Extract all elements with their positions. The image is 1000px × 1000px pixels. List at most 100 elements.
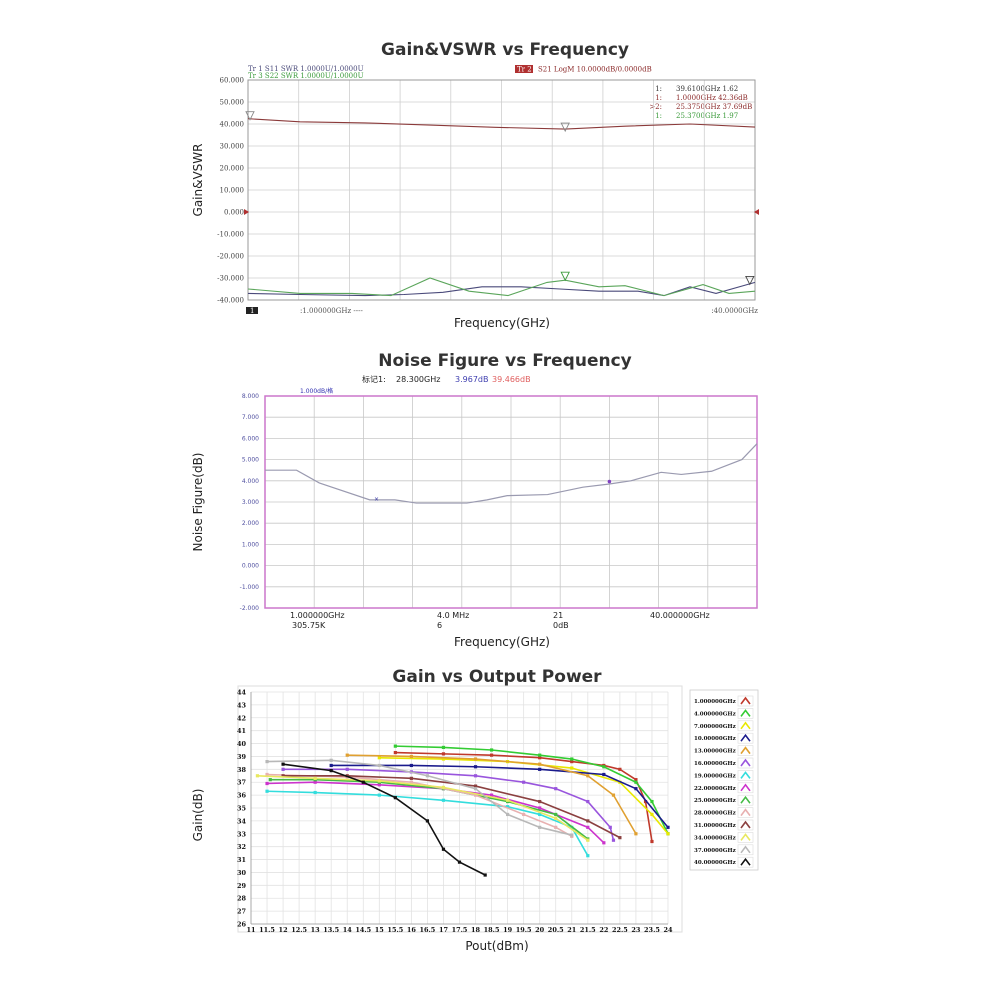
chart1-y-tick-label: 60.000: [220, 77, 245, 85]
chart3-x-tick-label: 18: [471, 926, 481, 934]
chart2-y-tick-label: -2.000: [240, 605, 260, 612]
chart3-data-point: [377, 779, 381, 783]
chart3-data-point: [506, 798, 510, 802]
chart3-x-tick-label: 13: [311, 926, 321, 934]
chart3-x-tick-label: 21.5: [580, 926, 596, 934]
chart1-y-tick-label: -10.000: [217, 231, 244, 239]
chart3-x-tick-label: 11.5: [259, 926, 275, 934]
chart2-y-tick-label: 0.000: [242, 563, 259, 570]
chart3-data-point: [538, 762, 542, 766]
chart3-data-point: [666, 832, 670, 836]
chart3-data-point: [608, 825, 612, 829]
chart3-legend-swatch-box: [737, 732, 754, 744]
chart1-marker-index: >2:: [649, 103, 662, 111]
chart1-marker-index: 1:: [655, 85, 662, 93]
chart2-marker-1-icon: [607, 479, 612, 484]
chart3-legend-swatch-icon: [740, 721, 751, 730]
chart3-data-point: [554, 825, 558, 829]
chart3-legend-label: 28.00000GHz: [694, 811, 736, 817]
chart3-x-tick-label: 24: [663, 926, 673, 934]
chart3-data-point: [586, 799, 590, 804]
chart3-x-tick-label: 12: [279, 926, 288, 934]
chart3-legend-swatch-box: [737, 782, 754, 794]
chart3-data-point: [473, 774, 478, 778]
chart3-data-point: [409, 763, 413, 768]
chart2-series-noise-figure: [265, 443, 758, 504]
chart3-data-point: [570, 757, 574, 761]
chart3-x-tick-label: 21: [567, 926, 576, 934]
chart3-x-tick-label: 18.5: [484, 926, 500, 934]
chart3-data-point: [377, 756, 381, 760]
chart3-legend-swatch-icon: [740, 833, 751, 841]
chart3-y-tick-label: 30: [237, 869, 247, 877]
chart3-x-tick-label: 19.5: [516, 926, 532, 934]
chart2-ylabel: Noise Figure(dB): [191, 453, 205, 552]
chart3-legend-swatch-icon: [740, 845, 751, 854]
chart3-data-point: [586, 838, 590, 842]
chart3-legend-swatch-icon: [740, 795, 751, 804]
chart3-data-point: [602, 772, 606, 777]
chart3-data-point: [618, 836, 622, 840]
chart1-trace2-badge: Tr 2: [517, 66, 532, 74]
chart3-data-point: [409, 780, 413, 784]
chart3-x-tick-label: 12.5: [291, 926, 307, 934]
chart3-legend-swatch-icon: [740, 709, 751, 717]
chart3-data-point: [538, 767, 542, 771]
chart1-plot-frame: [247, 79, 756, 301]
chart3-data-point: [361, 780, 365, 784]
chart3-title: Gain vs Output Power: [392, 667, 602, 687]
chart3-x-tick-label: 19: [503, 926, 513, 934]
chart3-legend: 1.000000GHz 4.000000GHz 7.000000GHz 10.0000…: [689, 689, 759, 871]
chart2-average-sub: 0dB: [553, 621, 569, 630]
chart3-data-point: [643, 799, 648, 804]
chart3-data-point: [650, 799, 654, 804]
chart3-data-point: [506, 805, 510, 809]
chart3-legend-label: 10.00000GHz: [694, 736, 736, 742]
chart3-data-point: [441, 745, 446, 750]
chart3-y-tick-label: 32: [237, 843, 246, 851]
chart3-data-point: [425, 819, 430, 823]
chart3-data-point: [329, 769, 333, 773]
chart2-start-freq: 1.000000GHz: [290, 611, 345, 620]
chart3-legend-box: [689, 689, 759, 871]
chart3-y-tick-label: 26: [237, 921, 247, 929]
chart3-frame: [237, 685, 683, 933]
chart3-series-13.00000GHz: [345, 753, 638, 836]
chart1-marker-value: 39.6100GHz 1.62: [676, 85, 738, 93]
chart3-data-point: [650, 812, 654, 817]
chart3-legend-label: 7.000000GHz: [694, 724, 736, 730]
chart2-y-tick-label: 4.000: [242, 478, 259, 485]
chart3-data-point: [473, 787, 478, 791]
chart1-title: Gain&VSWR vs Frequency: [381, 40, 629, 60]
chart3-x-tick-label: 15.5: [387, 926, 403, 934]
chart3-legend-label: 22.00000GHz: [694, 786, 736, 792]
chart3-data-point: [473, 757, 478, 761]
chart1-y-tick-label: 10.000: [220, 187, 245, 195]
chart3-series-37.00000GHz: [265, 758, 574, 837]
chart3-x-tick-label: 23.5: [644, 926, 660, 934]
chart3-data-point: [313, 790, 317, 795]
chart3-data-point: [441, 752, 446, 756]
chart1-y-tick-label: 30.000: [220, 143, 245, 151]
chart3-legend-swatch-icon: [740, 771, 751, 779]
chart1-marker-1-icon: [245, 111, 255, 121]
chart2-marker-gain: 39.466dB: [492, 375, 531, 384]
chart3-y-tick-label: 37: [237, 779, 246, 787]
chart3-data-point: [506, 812, 510, 817]
chart3-x-tick-label: 20: [535, 926, 545, 934]
chart2-bandwidth: 4.0 MHz: [437, 611, 469, 620]
chart3-y-tick-label: 31: [237, 856, 246, 864]
chart3-data-point: [570, 760, 574, 764]
chart3-data-point: [586, 774, 590, 778]
chart3-series-10.00000GHz: [329, 763, 670, 829]
chart3-legend-swatch-box: [737, 770, 754, 781]
chart1-trace1-label: Tr 1 S11 SWR 1.0000U/1.0000U: [248, 65, 364, 73]
chart3-data-point: [538, 756, 542, 760]
chart3-legend-label: 25.00000GHz: [694, 798, 736, 804]
chart2-bandwidth-sub: 6: [437, 621, 442, 630]
chart3-data-point: [570, 766, 574, 770]
chart2-y-tick-label: 2.000: [242, 520, 259, 527]
chart3-series-line: [267, 759, 572, 836]
chart3-data-point: [473, 784, 478, 788]
